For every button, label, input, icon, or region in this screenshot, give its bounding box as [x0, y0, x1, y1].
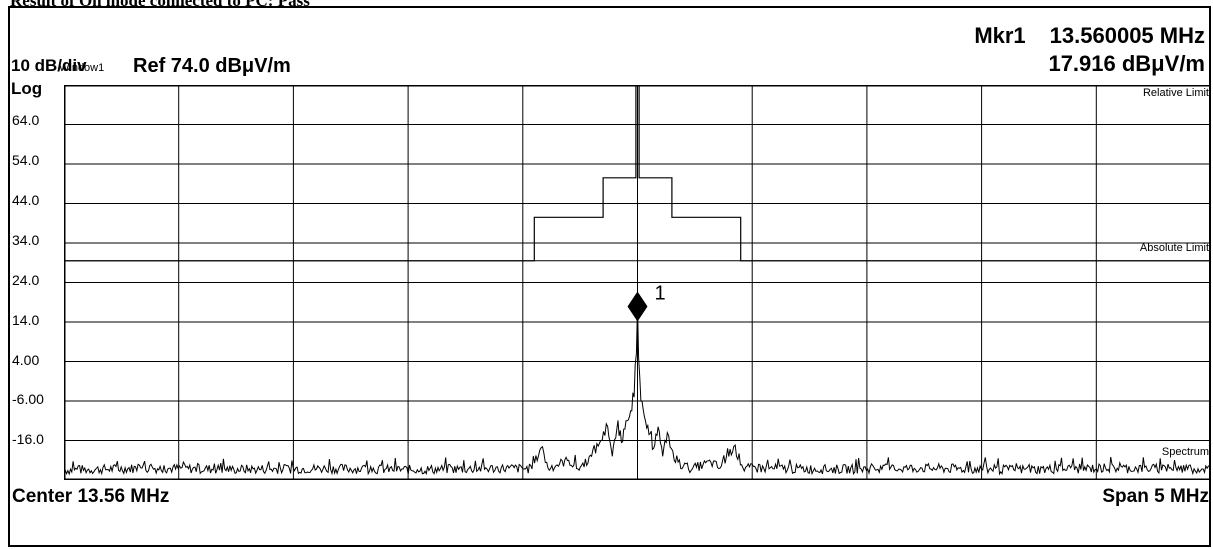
marker-diamond — [627, 291, 648, 322]
marker-readout: Mkr1 13.560005 MHz 17.916 dBμV/m — [974, 22, 1205, 78]
analyzer-display: Mkr1 13.560005 MHz 17.916 dBμV/m — [8, 6, 1211, 547]
spectrum-trace — [64, 305, 1211, 476]
y-tick-label: 54.0 — [12, 152, 40, 168]
y-tick-label: 64.0 — [12, 112, 40, 128]
absolute-limit-label: Absolute Limit — [1139, 242, 1209, 254]
y-tick-label: 24.0 — [12, 272, 40, 288]
marker-number-label: 1 — [655, 283, 666, 305]
reference-level: Ref 74.0 dBμV/m — [133, 55, 291, 77]
marker-frequency: 13.560005 MHz — [1049, 23, 1205, 48]
marker-level: 17.916 dBμV/m — [1048, 51, 1205, 76]
window-label: Window1 — [59, 62, 105, 74]
y-tick-label: -6.00 — [12, 391, 44, 407]
y-tick-label: -16.0 — [12, 431, 44, 447]
y-tick-label: 34.0 — [12, 232, 40, 248]
relative-limit-label: Relative Limit — [1142, 87, 1209, 99]
relative-limit-line — [64, 85, 1211, 262]
spectrum-chart: 1 — [64, 85, 1211, 480]
marker-label: Mkr1 — [974, 23, 1026, 48]
scale-per-division: 10 dB/div — [11, 56, 87, 75]
center-frequency: Center 13.56 MHz — [12, 486, 170, 507]
y-tick-label: 44.0 — [12, 192, 40, 208]
plot-area: 1 Relative Limit Absolute Limit Spectrum — [64, 85, 1211, 480]
page-caption: Result of On mode connected to PC: Pass — [10, 0, 310, 10]
frequency-span: Span 5 MHz — [1102, 486, 1209, 507]
y-tick-label: 4.00 — [12, 352, 40, 368]
y-tick-label: 14.0 — [12, 312, 40, 328]
scale-mode: Log — [11, 79, 43, 98]
spectrum-label: Spectrum — [1161, 446, 1209, 458]
